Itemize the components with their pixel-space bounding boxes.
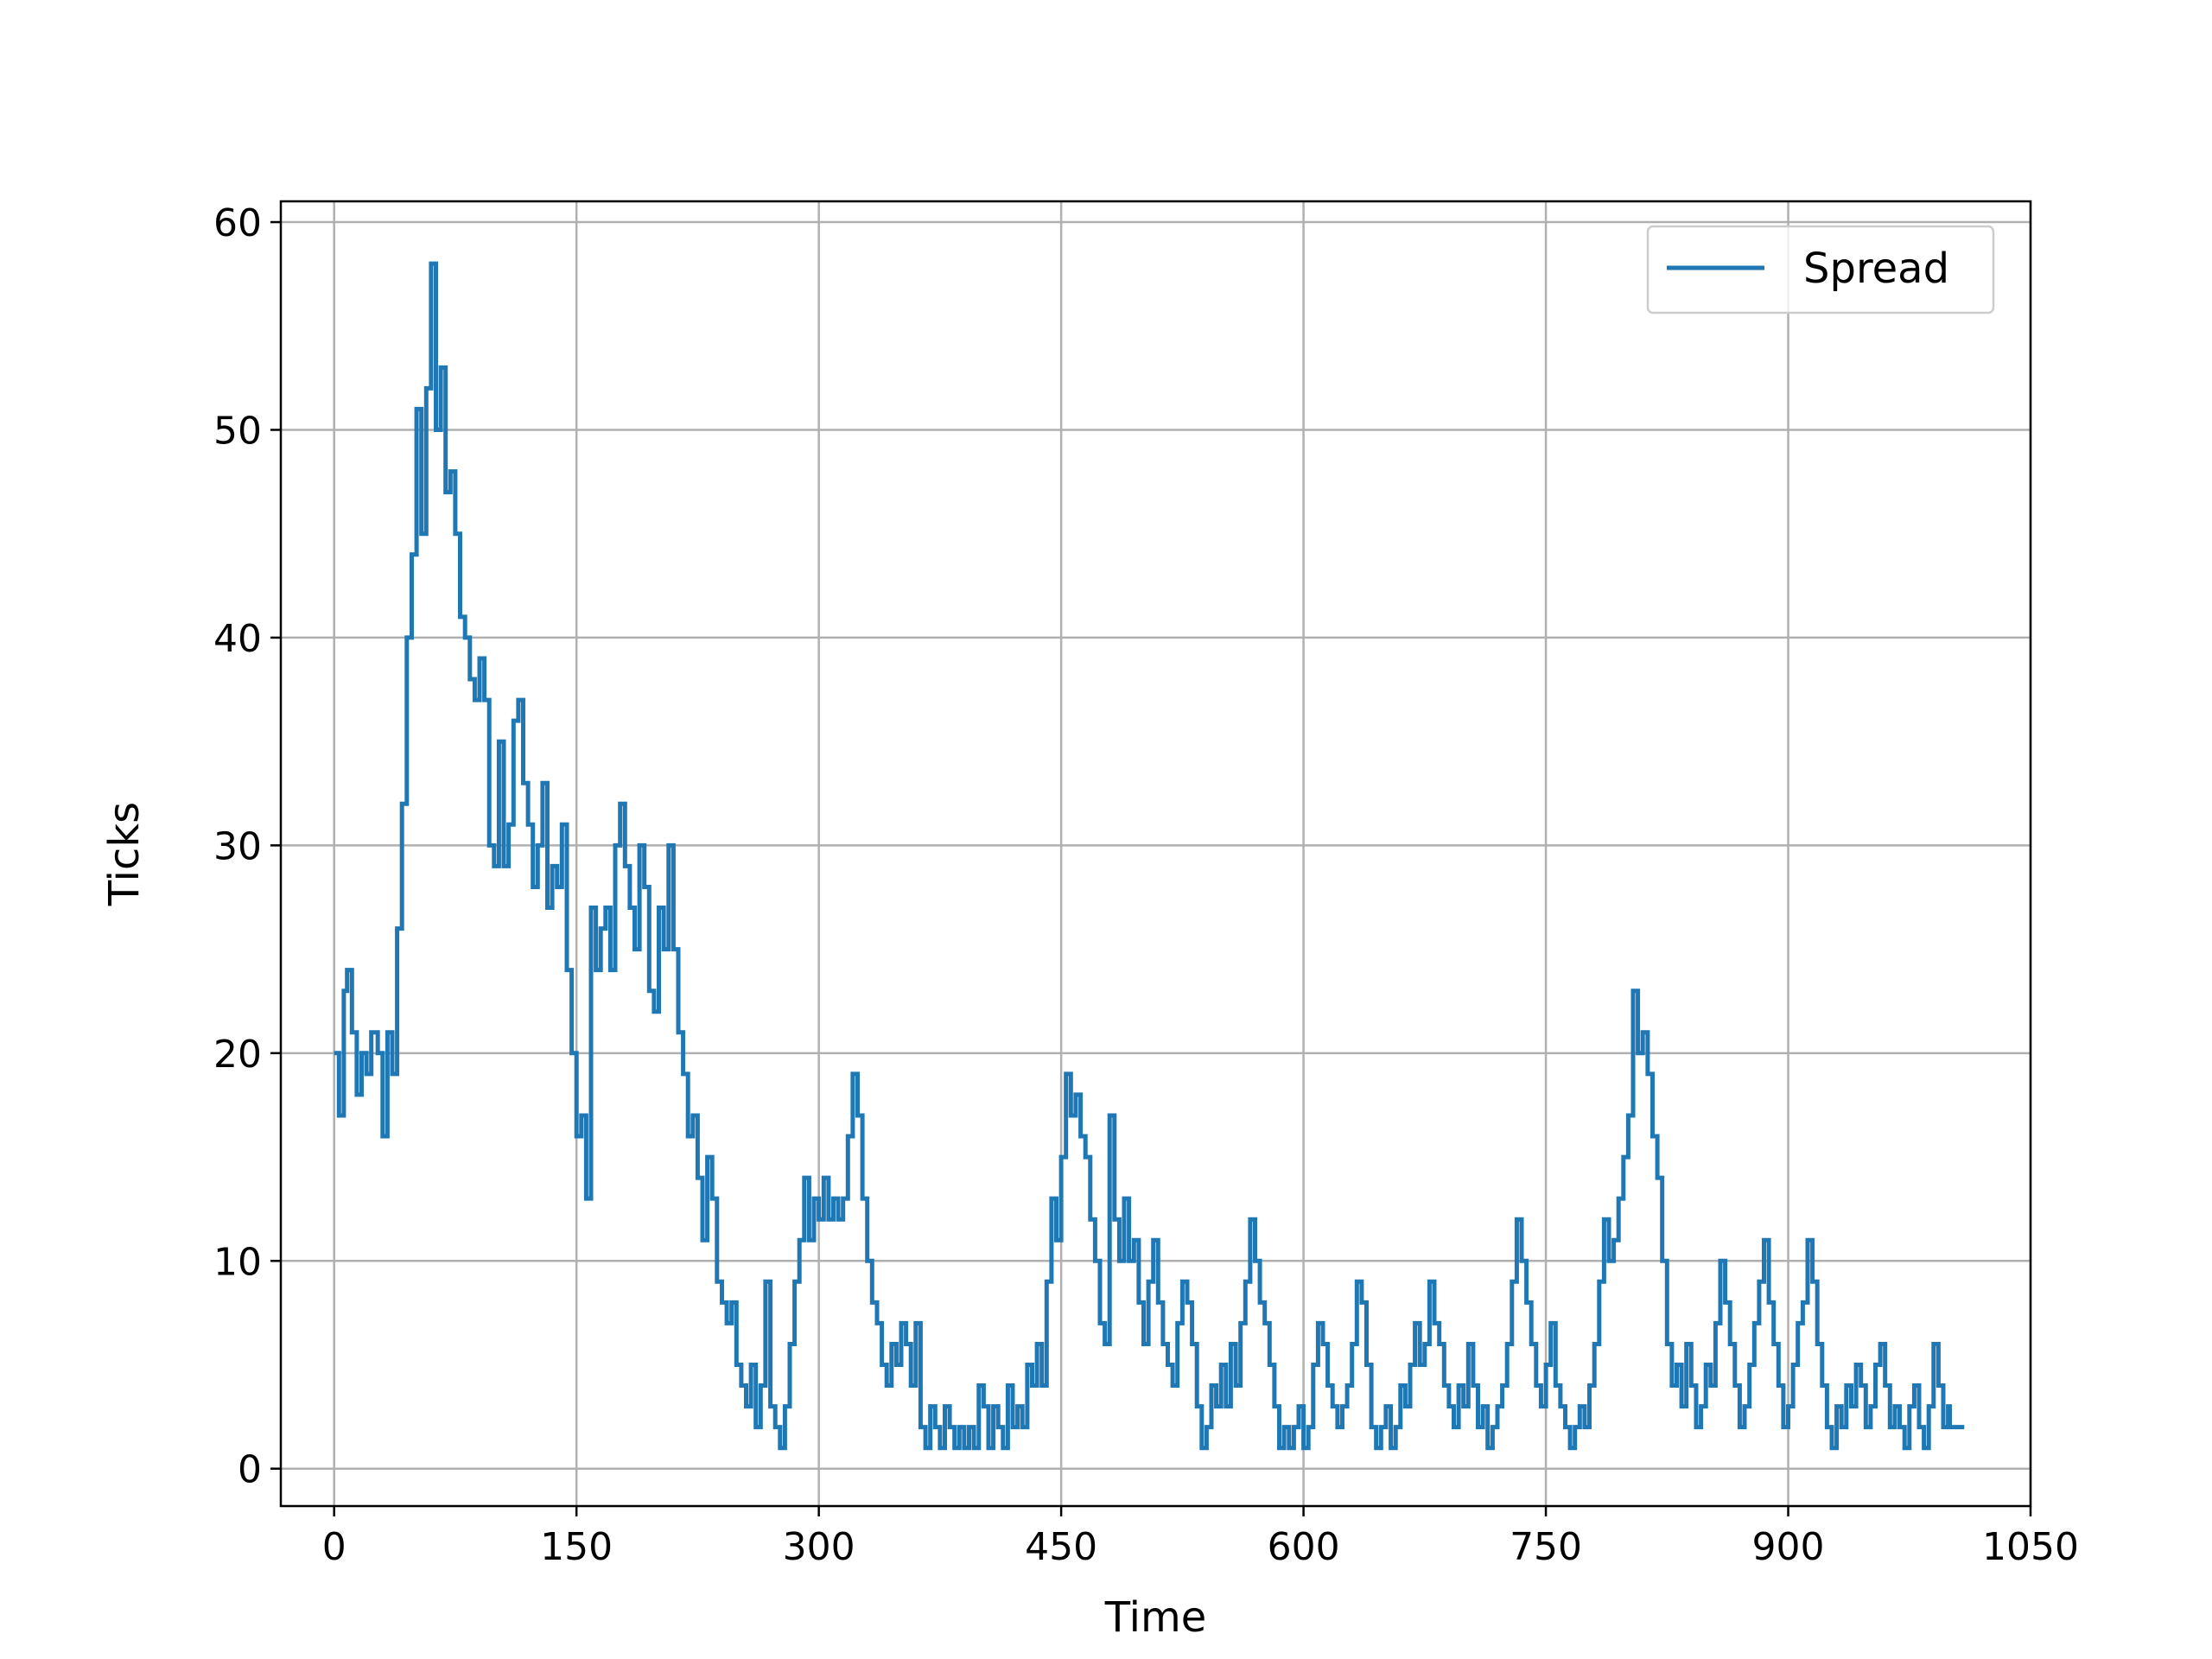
y-tick-label: 60 — [213, 201, 262, 245]
ticks: 0 150 300 450 600 750 900 1050 0 10 20 30 40 50 60 — [213, 201, 2079, 1569]
y-tick-label: 0 — [238, 1448, 262, 1492]
y-axis-title: Ticks — [100, 802, 149, 906]
x-tick-label: 0 — [322, 1525, 346, 1569]
legend-label-spread: Spread — [1803, 245, 1949, 293]
y-tick-label: 40 — [213, 617, 262, 661]
x-tick-label: 450 — [1025, 1525, 1097, 1569]
legend: Spread — [1646, 225, 1995, 315]
x-tick-label: 600 — [1268, 1525, 1340, 1569]
grid — [281, 201, 2032, 1506]
x-tick-label: 1050 — [1982, 1525, 2079, 1569]
x-tick-label: 750 — [1510, 1525, 1582, 1569]
y-tick-label: 10 — [213, 1240, 262, 1284]
x-tick-label: 150 — [540, 1525, 613, 1569]
series-layer — [334, 261, 1965, 1451]
legend-box — [1646, 225, 1995, 315]
y-tick-label: 20 — [213, 1033, 262, 1077]
y-tick-label: 50 — [213, 409, 262, 453]
series-line-spread — [334, 261, 1965, 1451]
y-tick-label: 30 — [213, 824, 262, 868]
x-axis-title: Time — [1104, 1593, 1206, 1642]
x-tick-label: 900 — [1752, 1525, 1825, 1569]
x-tick-label: 300 — [783, 1525, 855, 1569]
plot-frame — [279, 200, 2032, 1508]
